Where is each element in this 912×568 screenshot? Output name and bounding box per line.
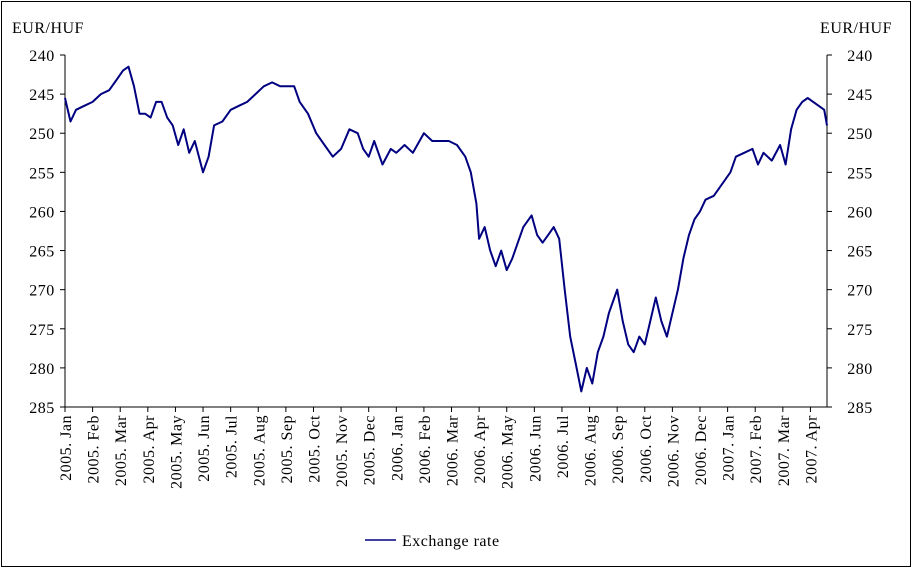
y-tick-label: 255 xyxy=(29,165,55,182)
y-tick-label: 245 xyxy=(29,87,55,104)
x-tick-label: 2005. Dec xyxy=(362,415,379,485)
x-tick-label: 2007. Jan xyxy=(721,415,738,481)
x-tick-label: 2005. Sep xyxy=(279,415,296,484)
y2-tick-label: 265 xyxy=(847,244,873,261)
y2-tick-label: 270 xyxy=(847,283,873,300)
x-tick-label: 2005. May xyxy=(168,415,185,489)
y-tick-label: 265 xyxy=(29,244,55,261)
y2-tick-label: 260 xyxy=(847,204,873,221)
x-tick-label: 2007. Feb xyxy=(748,415,765,484)
y2-tick-label: 285 xyxy=(847,400,873,417)
x-tick-label: 2006. Sep xyxy=(610,415,627,484)
x-tick-label: 2006. Jul xyxy=(555,415,572,478)
y-axis-title: EUR/HUF xyxy=(12,20,84,37)
x-tick-label: 2006. Nov xyxy=(665,415,682,487)
x-tick-label: 2006. Apr xyxy=(472,415,489,484)
x-tick-label: 2005. Jan xyxy=(58,415,75,481)
y-tick-label: 270 xyxy=(29,283,55,300)
x-tick-label: 2007. Apr xyxy=(803,415,820,484)
y-tick-label: 285 xyxy=(29,400,55,417)
y2-tick-label: 280 xyxy=(847,361,873,378)
x-tick-label: 2005. Jun xyxy=(196,415,213,482)
y2-tick-label: 250 xyxy=(847,126,873,143)
x-tick-label: 2006. Jun xyxy=(527,415,544,482)
x-tick-label: 2005. Aug xyxy=(251,415,268,486)
y-tick-label: 240 xyxy=(29,48,55,65)
y2-tick-label: 240 xyxy=(847,48,873,65)
x-tick-label: 2005. Feb xyxy=(86,415,103,484)
x-tick-label: 2005. Jul xyxy=(224,415,241,478)
x-tick-label: 2006. May xyxy=(500,415,517,489)
y2-tick-label: 275 xyxy=(847,322,873,339)
x-tick-label: 2005. Apr xyxy=(141,415,158,484)
y2-axis-title: EUR/HUF xyxy=(820,20,892,37)
x-tick-label: 2006. Mar xyxy=(445,415,462,486)
legend-label: Exchange rate xyxy=(402,533,500,550)
x-tick-label: 2005. Oct xyxy=(306,415,323,483)
x-tick-label: 2006. Dec xyxy=(693,415,710,485)
x-tick-label: 2007. Mar xyxy=(776,415,793,486)
x-tick-label: 2006. Aug xyxy=(583,415,600,486)
y-tick-label: 260 xyxy=(29,204,55,221)
y2-tick-label: 255 xyxy=(847,165,873,182)
x-tick-label: 2006. Feb xyxy=(417,415,434,484)
x-tick-label: 2005. Nov xyxy=(334,415,351,487)
y-tick-label: 250 xyxy=(29,126,55,143)
y-tick-label: 275 xyxy=(29,322,55,339)
x-tick-label: 2006. Jan xyxy=(389,415,406,481)
y2-tick-label: 245 xyxy=(847,87,873,104)
x-tick-label: 2005. Mar xyxy=(113,415,130,486)
y-tick-label: 280 xyxy=(29,361,55,378)
data-line xyxy=(64,65,828,393)
x-tick-label: 2006. Oct xyxy=(638,415,655,483)
